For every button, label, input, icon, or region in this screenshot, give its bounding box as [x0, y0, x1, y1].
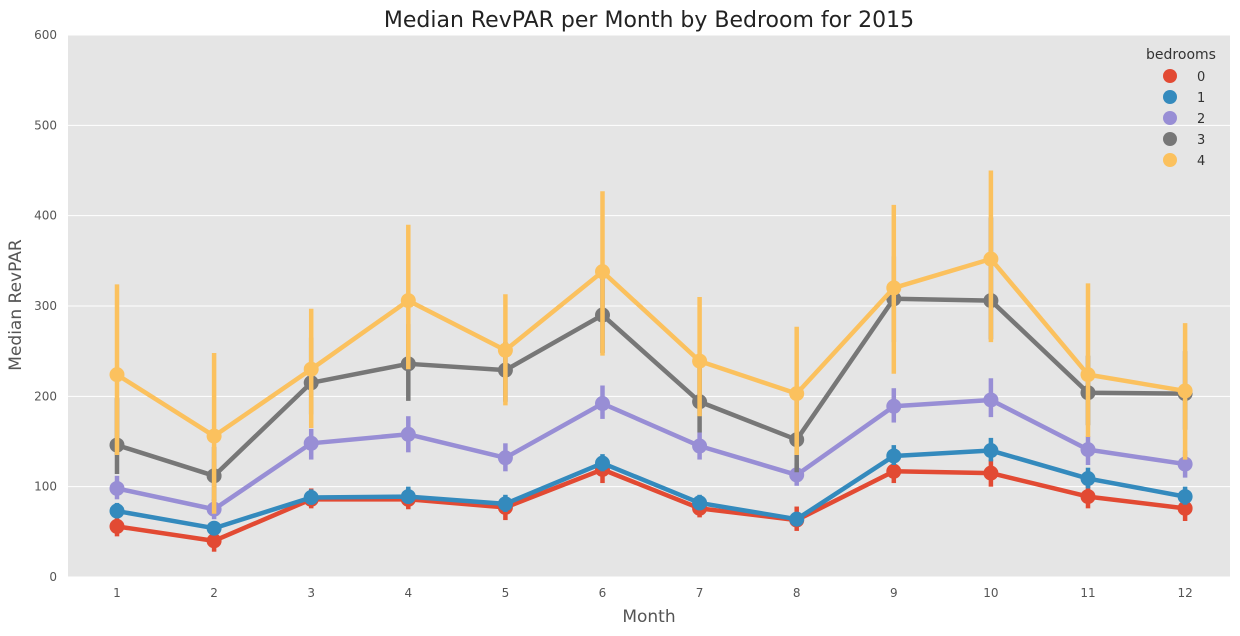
legend-marker: [1163, 69, 1177, 83]
data-point: [109, 518, 125, 534]
data-point: [692, 438, 708, 454]
data-point: [789, 386, 805, 402]
y-tick-label: 200: [34, 389, 57, 403]
y-axis-label: Median RevPAR: [6, 239, 26, 371]
y-tick-label: 300: [34, 299, 57, 313]
data-point: [400, 489, 416, 505]
data-point: [303, 435, 319, 451]
data-point: [983, 465, 999, 481]
x-axis: 1 2 3 4 5 6 7 8 9 10 11 12: [113, 586, 1193, 600]
series-1: [109, 437, 1193, 536]
data-point: [1080, 471, 1096, 487]
x-tick-label: 3: [307, 586, 315, 600]
data-point: [206, 428, 222, 444]
legend-marker: [1163, 111, 1177, 125]
data-point: [1177, 489, 1193, 505]
x-tick-label: 10: [983, 586, 998, 600]
data-point: [789, 511, 805, 527]
data-point: [109, 367, 125, 383]
series-4: [109, 170, 1193, 514]
x-tick-label: 7: [696, 586, 704, 600]
legend-label: 1: [1197, 91, 1205, 106]
x-tick-label: 2: [210, 586, 218, 600]
series-layer: [109, 170, 1193, 552]
data-point: [595, 455, 610, 471]
data-point: [206, 533, 222, 549]
data-point: [886, 463, 902, 479]
legend-marker: [1163, 90, 1177, 104]
data-point: [886, 398, 902, 414]
legend-label: 0: [1197, 70, 1205, 85]
data-point: [692, 353, 708, 369]
series-line: [116, 397, 1186, 512]
x-tick-label: 12: [1177, 586, 1192, 600]
series-line: [116, 448, 1186, 531]
data-point: [1177, 500, 1193, 516]
data-point: [692, 495, 708, 511]
series-line: [116, 467, 1186, 544]
y-tick-label: 0: [49, 570, 57, 584]
data-point: [497, 342, 513, 358]
data-point: [983, 251, 999, 267]
legend-label: 3: [1197, 133, 1205, 148]
data-point: [497, 496, 513, 512]
data-point: [303, 361, 319, 377]
data-point: [1080, 367, 1096, 383]
data-point: [109, 503, 125, 519]
series-2: [109, 378, 1193, 520]
data-point: [303, 490, 319, 506]
x-axis-label: Month: [622, 607, 675, 627]
x-tick-label: 8: [793, 586, 801, 600]
y-axis: 0 100 200 300 400 500 600: [34, 28, 57, 584]
data-point: [206, 520, 222, 536]
data-point: [595, 264, 610, 280]
legend-title: bedrooms: [1146, 47, 1216, 63]
y-tick-label: 500: [34, 118, 57, 132]
legend-label: 4: [1197, 154, 1205, 169]
legend: bedrooms 0 1 2 3 4: [1146, 47, 1216, 169]
data-point: [400, 426, 416, 442]
y-tick-label: 600: [34, 28, 57, 42]
data-point: [1177, 383, 1193, 399]
legend-marker: [1163, 132, 1177, 146]
data-point: [1177, 456, 1193, 472]
x-tick-label: 4: [404, 586, 412, 600]
data-point: [983, 392, 999, 408]
data-point: [497, 450, 513, 466]
legend-label: 2: [1197, 112, 1205, 127]
data-point: [983, 443, 999, 459]
chart-title: Median RevPAR per Month by Bedroom for 2…: [384, 8, 914, 33]
data-point: [595, 396, 610, 412]
y-tick-label: 400: [34, 209, 57, 223]
data-point: [1080, 442, 1096, 458]
legend-marker: [1163, 153, 1177, 167]
series-line: [115, 256, 1186, 439]
x-tick-label: 1: [113, 586, 121, 600]
x-tick-label: 6: [599, 586, 607, 600]
data-point: [1080, 489, 1096, 505]
x-tick-label: 11: [1080, 586, 1095, 600]
data-point: [886, 280, 902, 296]
data-point: [400, 293, 416, 309]
y-tick-label: 100: [34, 480, 57, 494]
data-point: [886, 448, 902, 464]
x-tick-label: 5: [502, 586, 510, 600]
data-point: [109, 480, 125, 496]
data-point: [789, 467, 805, 483]
x-tick-label: 9: [890, 586, 898, 600]
series-line: [116, 296, 1186, 479]
